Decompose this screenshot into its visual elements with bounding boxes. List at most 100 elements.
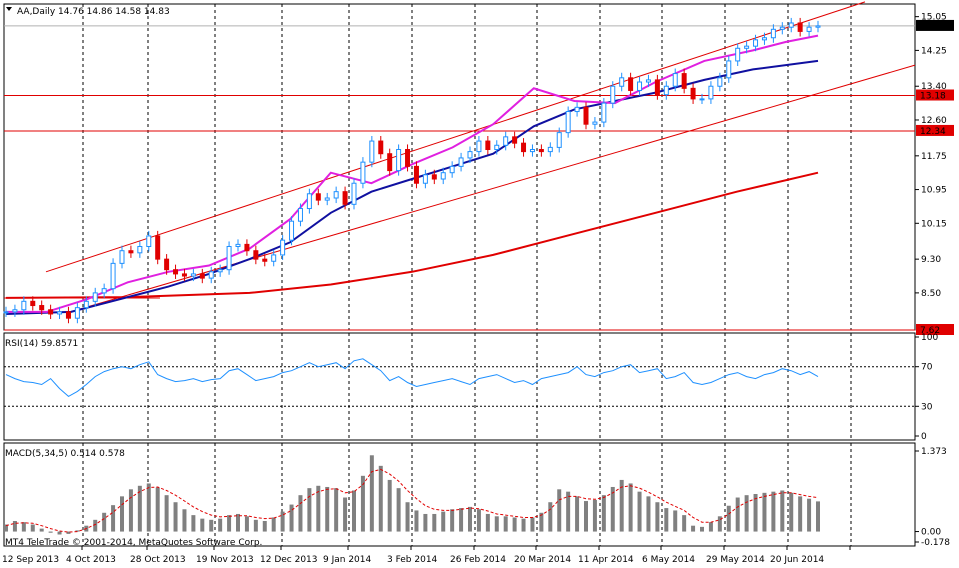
macd-bar [48, 531, 53, 533]
macd-signal-line [5, 468, 819, 533]
candle-body [289, 220, 295, 241]
candle-body [30, 300, 36, 307]
macd-bar [691, 525, 696, 532]
candle-body [83, 300, 89, 309]
macd-bar [807, 498, 812, 532]
candle-body [797, 22, 803, 32]
x-tick-label: 29 May 2014 [706, 555, 765, 565]
macd-bar [432, 513, 437, 532]
candle-body [485, 140, 491, 150]
macd-bar [182, 509, 187, 532]
y-tick-label: 12.60 [921, 116, 947, 126]
candle-body [101, 288, 107, 294]
macd-title: MACD(5,34,5) 0.514 0.578 [5, 449, 125, 459]
macd-bar [494, 516, 499, 532]
candle-body [574, 106, 580, 113]
macd-bar [262, 520, 267, 532]
macd-bar [557, 489, 562, 532]
macd-bar [423, 513, 428, 532]
macd-bar [4, 524, 8, 532]
macd-bar [325, 486, 330, 532]
macd-bar [164, 495, 169, 532]
level-label: 13.18 [920, 92, 946, 102]
level-label-bg [916, 324, 954, 335]
candle-body [48, 309, 54, 315]
candle-body [164, 258, 170, 271]
macd-bar [548, 502, 553, 532]
candle-body [610, 85, 616, 104]
candle-body [155, 235, 161, 260]
macd-bar [726, 505, 731, 532]
macd-bar [75, 530, 80, 532]
macd-bar [682, 515, 687, 532]
macd-bar [619, 479, 624, 532]
candle-body [297, 208, 303, 222]
candle-body [405, 148, 411, 167]
candle-body [39, 305, 45, 311]
candle-body [806, 26, 812, 32]
candle-body [458, 157, 464, 167]
candle-body [770, 28, 776, 39]
level-label-bg [916, 89, 954, 101]
candle-body [761, 37, 767, 41]
macd-bar [334, 488, 339, 532]
macd-bar [218, 518, 223, 532]
candle-body [387, 153, 393, 172]
y-tick-label: -0.178 [921, 538, 950, 548]
candle-body [360, 161, 366, 184]
macd-bar [66, 531, 71, 534]
y-tick-label: 14.25 [921, 46, 947, 56]
macd-bar [173, 502, 178, 532]
candle-body [619, 77, 625, 87]
macd-bar [253, 519, 258, 532]
candle-body [199, 273, 205, 279]
candle-body [208, 271, 214, 279]
macd-bar [21, 522, 26, 532]
macd-bar [227, 515, 232, 532]
chart-menu-triangle-icon[interactable] [6, 7, 12, 11]
macd-bar [744, 495, 749, 532]
candle-body [422, 174, 428, 184]
candle-body [190, 273, 196, 277]
main-price-panel[interactable]: 15.05 14.25 13.40 12.60 11.75 10.95 10.15 9.30 8… [3, 1, 954, 546]
macd-bar [280, 511, 285, 532]
macd-bar [816, 501, 820, 532]
candle-body [753, 39, 759, 47]
candle-body [57, 311, 63, 315]
macd-bar [414, 510, 419, 532]
candle-body [735, 47, 741, 62]
rsi-panel[interactable]: 100 70 30 0 [3, 332, 938, 442]
candle-body [324, 197, 330, 201]
macd-bar [244, 516, 249, 532]
candle-body [351, 182, 357, 205]
candle-body [244, 243, 250, 252]
candle-body [654, 79, 660, 96]
candle-body [181, 273, 187, 277]
candle-body [690, 87, 696, 100]
candle-body [253, 250, 259, 260]
macd-bar [120, 496, 124, 532]
macd-panel[interactable]: 1.373 0.00-0.178 [3, 442, 950, 548]
macd-bar [39, 528, 44, 532]
candle-body [645, 79, 651, 83]
y-tick-label: 0 [921, 432, 927, 442]
macd-bar [200, 518, 205, 532]
y-tick-label: 1.373 [921, 447, 947, 457]
candle-body [538, 148, 544, 153]
candle-body [21, 300, 27, 311]
x-tick-label: 19 Nov 2013 [196, 555, 254, 565]
candle-body [503, 136, 509, 146]
macd-bar [762, 492, 767, 532]
macd-bar [298, 495, 303, 532]
candle-body [12, 309, 18, 313]
macd-bar [30, 524, 35, 532]
macd-bar [369, 455, 374, 532]
rsi-title: RSI(14) 59.8571 [5, 339, 78, 349]
current-price-label: 14.83 [920, 22, 946, 32]
macd-bar [459, 508, 464, 532]
y-tick-label: 13.40 [921, 82, 947, 92]
macd-bar [468, 506, 472, 532]
candle-body [565, 111, 571, 134]
y-tick-label: 15.05 [921, 13, 947, 23]
